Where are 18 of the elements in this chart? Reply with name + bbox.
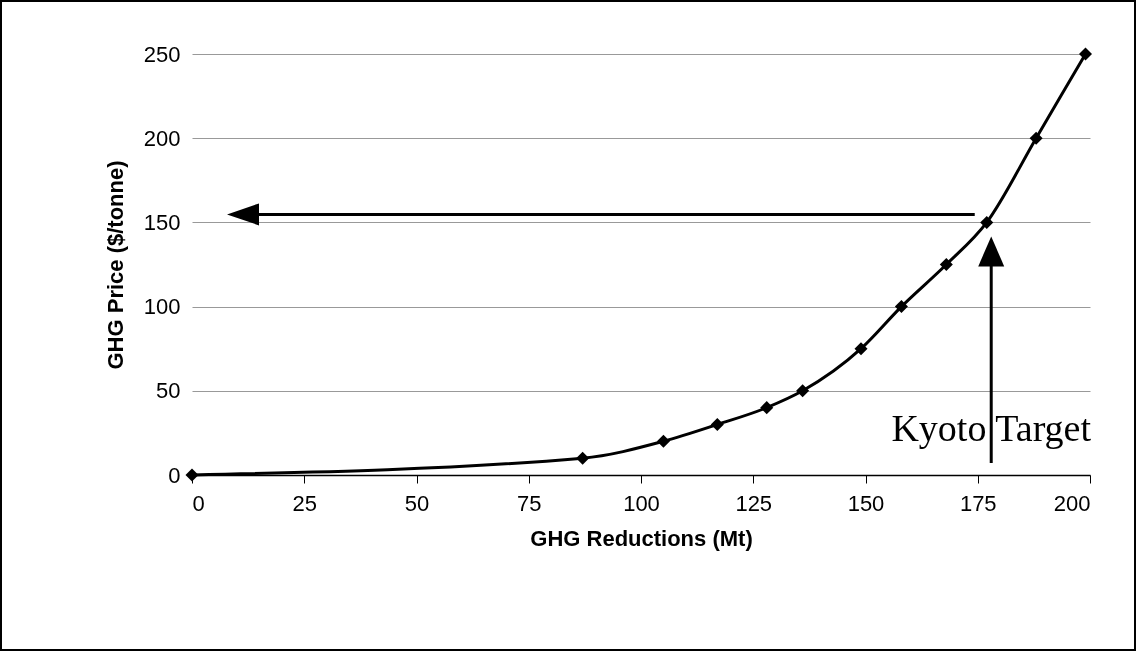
y-tick-label: 150 [143,209,181,235]
y-tick-label: 0 [168,462,181,488]
y-axis-title: GHG Price ($/tonne) [102,160,128,370]
x-tick-label: 50 [404,490,430,516]
x-tick-label: 125 [735,490,773,516]
x-tick-label: 100 [623,490,660,516]
x-tick-label: 200 [1053,490,1091,516]
y-tick-label: 200 [143,125,181,151]
x-tick-label: 150 [847,490,885,516]
x-tick-label: 25 [292,490,317,516]
x-tick-label: 75 [517,490,542,516]
x-axis-title: GHG Reductions (Mt) [530,525,753,551]
x-tick-label: 175 [959,490,997,516]
x-tick-label: 0 [192,490,205,516]
y-tick-label: 100 [143,294,181,320]
ref-line-label: Kyoto Target [891,407,1092,449]
y-tick-label: 50 [156,378,181,404]
y-tick-label: 250 [143,41,181,67]
